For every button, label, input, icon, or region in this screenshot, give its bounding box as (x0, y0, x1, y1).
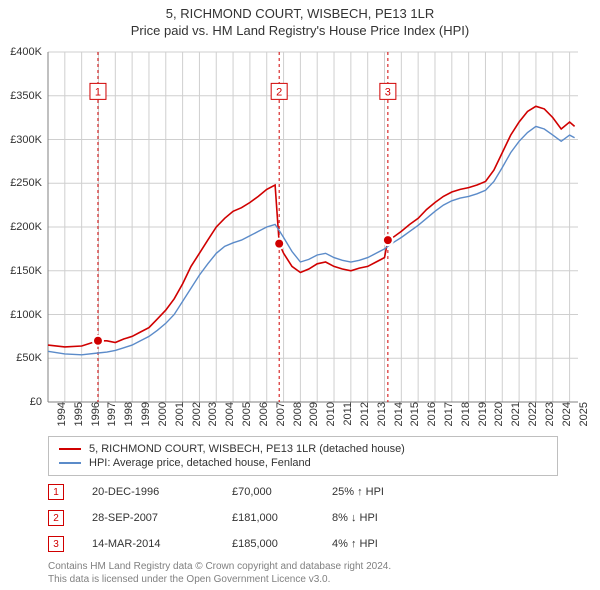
legend-label: HPI: Average price, detached house, Fenl… (89, 457, 311, 469)
x-tick-label: 2012 (355, 402, 371, 426)
y-tick-label: £250K (10, 177, 48, 189)
legend-row: HPI: Average price, detached house, Fenl… (59, 457, 547, 469)
chart-plot-area: 123 £0£50K£100K£150K£200K£250K£300K£350K… (48, 52, 578, 402)
title-block: 5, RICHMOND COURT, WISBECH, PE13 1LR Pri… (0, 0, 600, 38)
sale-row: 2 28-SEP-2007£181,0008% ↓ HPI (48, 510, 558, 526)
y-tick-label: £50K (16, 352, 48, 364)
x-tick-label: 2010 (321, 402, 337, 426)
x-tick-label: 1997 (102, 402, 118, 426)
chart-svg: 1 2 3 (48, 52, 578, 402)
x-tick-label: 2020 (489, 402, 505, 426)
legend-row: 5, RICHMOND COURT, WISBECH, PE13 1LR (de… (59, 443, 547, 455)
sale-row: 1 20-DEC-1996£70,00025% ↑ HPI (48, 484, 558, 500)
legend-swatch (59, 448, 81, 450)
x-tick-label: 1998 (119, 402, 135, 426)
x-tick-label: 2019 (473, 402, 489, 426)
title-address: 5, RICHMOND COURT, WISBECH, PE13 1LR (0, 6, 600, 21)
x-tick-label: 2005 (237, 402, 253, 426)
chart-container: 5, RICHMOND COURT, WISBECH, PE13 1LR Pri… (0, 0, 600, 590)
x-tick-label: 2022 (523, 402, 539, 426)
footer-attribution: Contains HM Land Registry data © Crown c… (48, 560, 391, 586)
y-tick-label: £100K (10, 309, 48, 321)
x-tick-label: 2013 (372, 402, 388, 426)
sale-diff-vs-hpi: 8% ↓ HPI (332, 512, 452, 524)
x-tick-label: 2003 (203, 402, 219, 426)
sale-price: £185,000 (232, 538, 332, 550)
legend: 5, RICHMOND COURT, WISBECH, PE13 1LR (de… (48, 436, 558, 476)
sale-row: 3 14-MAR-2014£185,0004% ↑ HPI (48, 536, 558, 552)
sale-marker-box: 2 (48, 510, 64, 526)
sale-diff-vs-hpi: 4% ↑ HPI (332, 538, 452, 550)
y-tick-label: £400K (10, 46, 48, 58)
x-tick-label: 2004 (220, 402, 236, 426)
x-tick-label: 2015 (405, 402, 421, 426)
x-tick-label: 1996 (86, 402, 102, 426)
legend-label: 5, RICHMOND COURT, WISBECH, PE13 1LR (de… (89, 443, 405, 455)
x-tick-label: 2018 (456, 402, 472, 426)
y-tick-label: £350K (10, 90, 48, 102)
sale-price: £181,000 (232, 512, 332, 524)
x-tick-label: 2009 (304, 402, 320, 426)
sales-table: 1 20-DEC-1996£70,00025% ↑ HPI 2 28-SEP-2007… (48, 484, 558, 562)
y-tick-label: £150K (10, 265, 48, 277)
x-tick-label: 2000 (153, 402, 169, 426)
x-tick-label: 2008 (288, 402, 304, 426)
x-tick-label: 2025 (574, 402, 590, 426)
svg-text:1: 1 (95, 86, 101, 98)
footer-line2: This data is licensed under the Open Gov… (48, 573, 391, 586)
x-tick-label: 2011 (338, 402, 354, 426)
sale-marker-box: 3 (48, 536, 64, 552)
legend-swatch (59, 462, 81, 464)
x-tick-label: 2024 (557, 402, 573, 426)
x-tick-label: 2014 (389, 402, 405, 426)
svg-text:2: 2 (276, 86, 282, 98)
sale-price: £70,000 (232, 486, 332, 498)
svg-text:3: 3 (385, 86, 391, 98)
title-subtitle: Price paid vs. HM Land Registry's House … (0, 23, 600, 38)
sale-date: 14-MAR-2014 (92, 538, 232, 550)
x-tick-label: 2007 (271, 402, 287, 426)
x-tick-label: 2002 (187, 402, 203, 426)
x-tick-label: 2016 (422, 402, 438, 426)
x-tick-label: 1999 (136, 402, 152, 426)
x-tick-label: 2017 (439, 402, 455, 426)
sale-date: 28-SEP-2007 (92, 512, 232, 524)
x-tick-label: 1995 (69, 402, 85, 426)
x-tick-label: 2001 (170, 402, 186, 426)
x-tick-label: 2006 (254, 402, 270, 426)
sale-date: 20-DEC-1996 (92, 486, 232, 498)
sale-diff-vs-hpi: 25% ↑ HPI (332, 486, 452, 498)
x-tick-label: 1994 (52, 402, 68, 426)
x-tick-label: 2021 (506, 402, 522, 426)
sale-marker-box: 1 (48, 484, 64, 500)
y-tick-label: £300K (10, 134, 48, 146)
y-tick-label: £0 (30, 396, 48, 408)
x-tick-label: 2023 (540, 402, 556, 426)
y-tick-label: £200K (10, 221, 48, 233)
footer-line1: Contains HM Land Registry data © Crown c… (48, 560, 391, 573)
